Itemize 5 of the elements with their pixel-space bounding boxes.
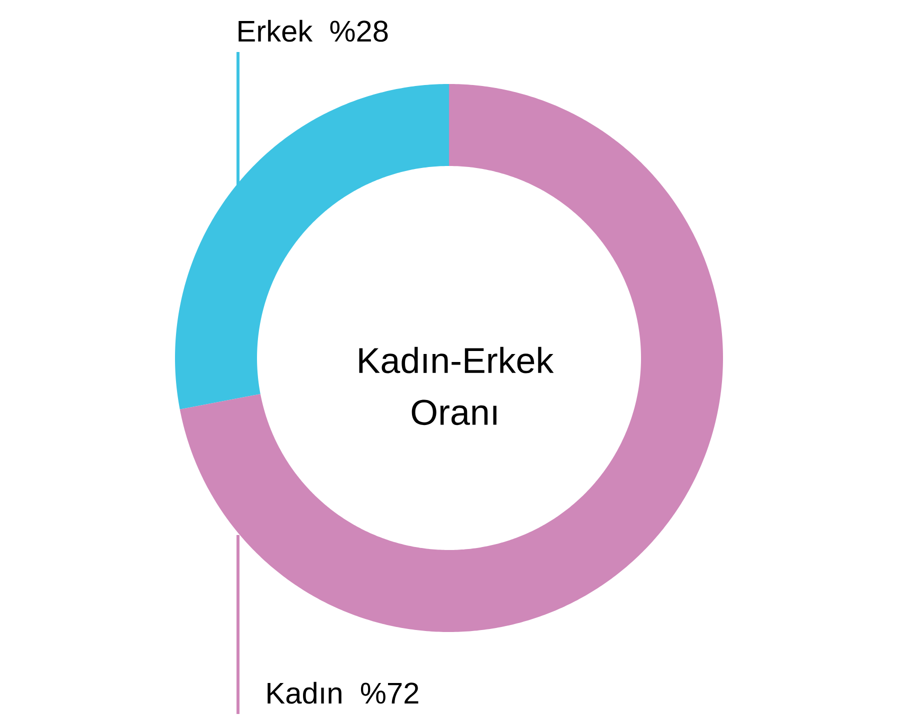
data-label: %28 bbox=[330, 20, 388, 42]
slice-label: Kadın bbox=[268, 682, 342, 704]
text: Kadın-Erkek Oranı bbox=[359, 347, 554, 426]
slice-label: Erkek bbox=[238, 20, 313, 42]
data-label: %72 bbox=[360, 682, 418, 704]
